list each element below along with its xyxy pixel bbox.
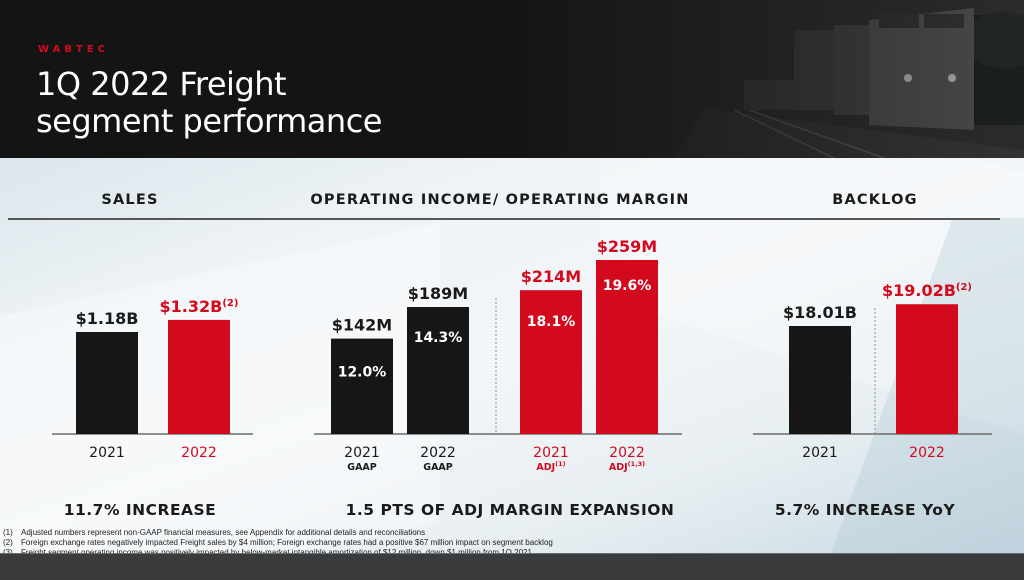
margin-label: 19.6% [603,278,652,294]
footnote: (1) Adjusted numbers represent non-GAAP f… [3,528,553,538]
x-subtick-label: GAAP [347,462,377,473]
heading-rule [8,218,1000,220]
bar-2022-gaap [407,307,469,434]
x-tick-label: 2021 [89,445,125,461]
bar-value-label: $259M [597,237,657,256]
x-tick-label: 2022 [420,445,456,461]
slide-content: SALES OPERATING INCOME/ OPERATING MARGIN… [0,158,1024,553]
footnote-text: Adjusted numbers represent non-GAAP fina… [21,528,426,537]
bottom-strip [0,553,1024,580]
footnote-text: Foreign exchange rates negatively impact… [21,538,553,547]
margin-label: 12.0% [338,365,387,381]
footnote: (2) Foreign exchange rates negatively imp… [3,538,553,548]
train-photo [504,0,1024,158]
footnote-number: (1) [3,528,13,537]
x-subtick-label: ADJ(1,3) [609,460,645,473]
margin-label: 18.1% [527,314,576,330]
page-title: 1Q 2022 Freight segment performance [36,66,382,140]
summary-backlog: 5.7% INCREASE YoY [774,501,956,519]
bar-2021-gaap [331,338,393,434]
x-tick-label: 2021 [533,445,569,461]
title-line-1: 1Q 2022 Freight [36,65,287,103]
bar-value-label: $19.02B(2) [882,281,972,300]
summary-sales: 11.7% INCREASE [63,501,217,519]
x-subtick-label: GAAP [423,462,453,473]
bar-value-label: $189M [408,284,468,303]
x-tick-label: 2022 [181,445,217,461]
x-tick-label: 2022 [609,445,645,461]
section-heading-backlog: BACKLOG [832,192,918,208]
footnote-number: (2) [3,538,13,547]
footnote-text: Freight segment operating income was pos… [21,548,532,553]
bar-2021 [789,326,851,434]
x-tick-label: 2022 [909,445,945,461]
bar-value-label: $214M [521,267,581,286]
bar-value-label: $18.01B [783,303,857,322]
x-subtick-label: ADJ(1) [536,460,565,473]
bar-2022 [896,304,958,434]
brand-logo: WABTEC [38,44,109,55]
summary-operating: 1.5 PTS OF ADJ MARGIN EXPANSION [345,501,675,519]
bar-2022-adj [596,259,658,434]
slide-header: WABTEC 1Q 2022 Freight segment performan… [0,0,1024,158]
margin-label: 14.3% [414,330,463,346]
section-heading-sales: SALES [101,192,159,208]
x-tick-label: 2021 [802,445,838,461]
bar-value-label: $1.32B(2) [160,297,239,316]
section-heading-operating: OPERATING INCOME/ OPERATING MARGIN [310,192,690,208]
footnotes: (1) Adjusted numbers represent non-GAAP f… [3,528,553,553]
freight-charts: $1.18B2021$1.32B(2)2022$142M12.0%2021GAA… [52,237,992,473]
bar-value-label: $142M [332,316,392,335]
title-line-2: segment performance [36,102,382,140]
footnote-number: (3) [3,548,13,553]
bar-2022 [168,319,230,434]
bar-2021 [76,332,138,434]
bar-2021-adj [520,290,582,434]
footnote: (3) Freight segment operating income was … [3,548,553,553]
x-tick-label: 2021 [344,445,380,461]
bar-value-label: $1.18B [76,309,139,328]
